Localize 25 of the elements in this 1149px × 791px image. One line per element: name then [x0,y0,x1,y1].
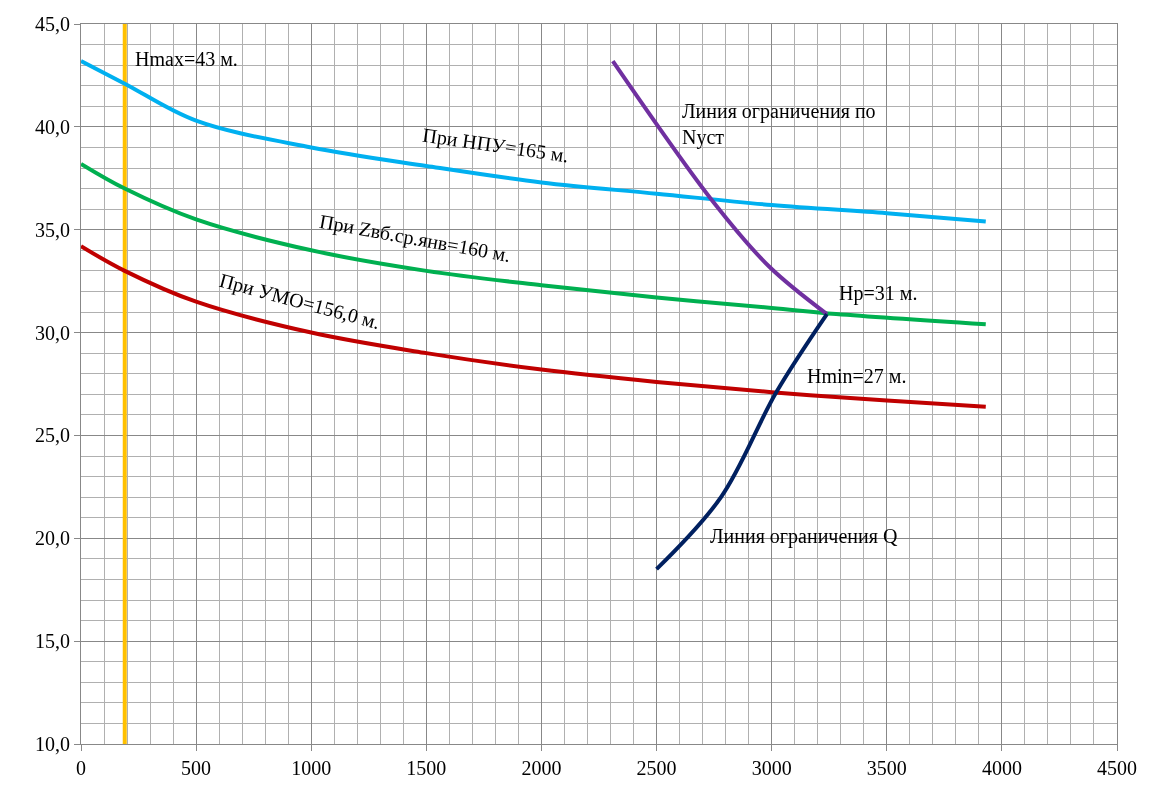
y-tick-label: 30,0 [35,321,70,344]
y-tick-label: 35,0 [35,218,70,241]
y-tick-label: 15,0 [35,630,70,653]
x-tick-label: 1500 [406,757,447,779]
text: При НПУ=165 м. [421,123,571,168]
x-tick-label: 1000 [291,757,332,779]
line-series [81,161,988,327]
series-label: Линия ограничения по Nуст [682,100,876,149]
x-tick-label: 4000 [981,757,1022,779]
x-tick-label: 3000 [751,757,792,779]
x-tick-label: 2500 [636,757,677,779]
x-tick-label: 500 [181,757,212,779]
y-tick-label: 45,0 [35,13,70,35]
y-tick-label: 20,0 [35,527,70,550]
y-tick-label: 10,0 [35,733,70,755]
x-tick-label: 3500 [866,757,907,779]
annotation: Hp=31 м. [839,282,918,305]
series-label: Линия ограничения Q [710,525,898,548]
annotation: Hmax=43 м. [135,48,238,70]
x-tick-label: 0 [76,757,86,779]
annotation: Hmin=27 м. [807,365,907,387]
y-tick-label: 25,0 [35,424,70,447]
x-tick-label: 4500 [1097,757,1137,779]
x-tick-label: 2000 [521,757,562,779]
y-tick-label: 40,0 [35,115,70,138]
